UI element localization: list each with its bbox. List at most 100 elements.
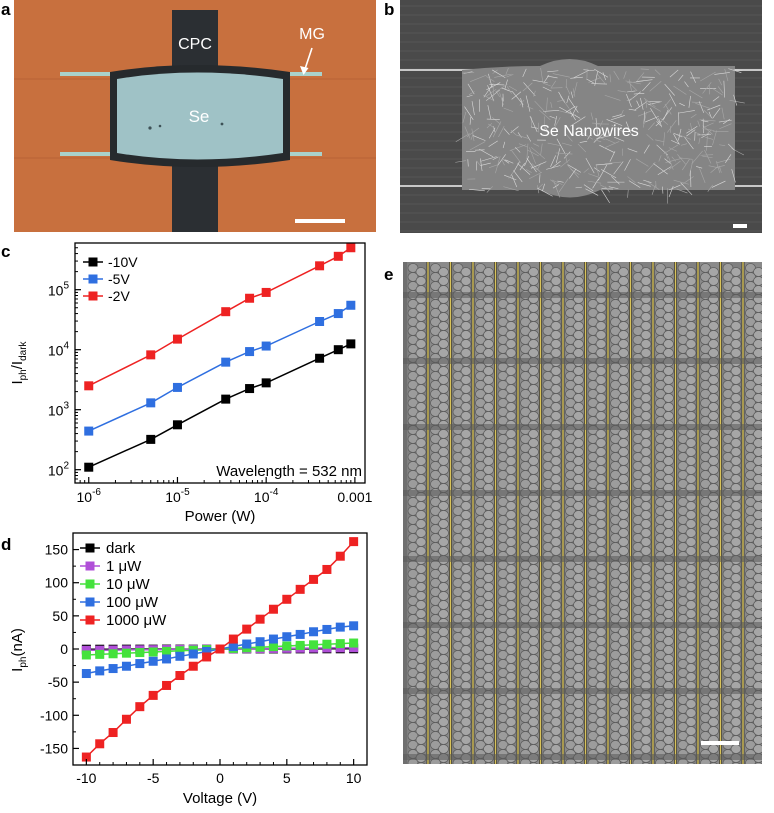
data-point [245, 347, 255, 357]
data-point [162, 680, 172, 690]
legend-label: -2V [108, 288, 130, 304]
data-point [84, 426, 94, 436]
data-point [148, 690, 158, 700]
data-point [268, 642, 278, 652]
y-tick-label: 103 [48, 401, 70, 419]
data-point [121, 648, 131, 658]
data-point [172, 334, 182, 344]
data-point [84, 462, 94, 472]
data-point [309, 574, 319, 584]
data-point [135, 659, 145, 669]
x-tick-label: 10-5 [165, 487, 190, 505]
legend-label: 10 μW [106, 576, 150, 593]
panel-letter-c: c [1, 242, 11, 261]
data-point [81, 669, 91, 679]
data-point [108, 728, 118, 738]
panel-a-micrograph: CPC MG Se [14, 0, 376, 232]
panel-letter-b: b [384, 0, 395, 19]
data-point [221, 394, 231, 404]
data-point [335, 639, 345, 649]
data-point [333, 345, 343, 355]
panel-c-chart: 10-6 10-5 10-4 0.001 102 103 104 105 -10V-5V-2V… [9, 242, 373, 525]
data-point [335, 622, 345, 632]
data-point [309, 627, 319, 637]
y-tick-label: 150 [45, 542, 69, 558]
panel-letter-e: e [384, 265, 394, 284]
y-label-slash: /I [9, 361, 26, 369]
y-label-main: I [9, 668, 26, 672]
data-point [268, 604, 278, 614]
data-point [322, 564, 332, 574]
data-point [108, 649, 118, 659]
y-tick-label: -50 [48, 674, 68, 690]
data-point [349, 537, 359, 547]
cpc-label: CPC [178, 36, 212, 53]
y-tick-label: -150 [40, 740, 68, 756]
x-tick-label: -10 [76, 770, 96, 786]
data-point [202, 646, 212, 656]
y-tick-label: 0 [60, 641, 68, 657]
x-tick-label: 0 [216, 770, 224, 786]
data-point [81, 650, 91, 660]
data-point [188, 649, 198, 659]
legend-marker [85, 543, 95, 553]
data-point [202, 652, 212, 662]
data-point [135, 648, 145, 658]
x-tick-label: -5 [147, 770, 160, 786]
y-label-sub1: ph [18, 369, 29, 380]
data-point [162, 646, 172, 656]
data-point [221, 307, 231, 317]
data-point [172, 382, 182, 392]
data-point [315, 316, 325, 326]
data-point [215, 644, 225, 654]
data-point [148, 656, 158, 666]
data-point [349, 621, 359, 631]
data-point [349, 643, 359, 653]
y-tick-label: 100 [45, 575, 69, 591]
data-point [245, 293, 255, 303]
legend-label: 100 μW [106, 594, 159, 611]
y-tick-label: 50 [52, 608, 68, 624]
legend-label: dark [106, 540, 136, 557]
data-point [81, 645, 91, 655]
data-point [346, 243, 356, 253]
y-tick-label: -100 [40, 707, 68, 723]
data-point [228, 634, 238, 644]
data-point [84, 381, 94, 391]
data-point [322, 624, 332, 634]
data-point [148, 647, 158, 657]
legend-marker [85, 579, 95, 589]
data-point [333, 251, 343, 261]
data-point [242, 639, 252, 649]
panel-e-fabric [403, 262, 762, 764]
scale-bar [295, 219, 345, 223]
data-point [146, 350, 156, 360]
y-label-main: I [9, 380, 26, 384]
data-point [188, 661, 198, 671]
mg-label: MG [299, 26, 325, 43]
se-label: Se [189, 107, 210, 126]
data-point [295, 584, 305, 594]
data-point [95, 666, 105, 676]
data-point [95, 739, 105, 749]
data-point [346, 339, 356, 349]
data-point [315, 353, 325, 363]
legend-marker [85, 615, 95, 625]
x-tick-label: 10-6 [77, 487, 102, 505]
y-tick-label: 105 [48, 281, 70, 299]
data-point [146, 434, 156, 444]
x-tick-label: 5 [283, 770, 291, 786]
data-point [282, 594, 292, 604]
data-point [255, 637, 265, 647]
y-tick-label: 104 [48, 341, 70, 359]
data-point [135, 702, 145, 712]
legend-label: 1 μW [106, 558, 142, 575]
scale-bar [733, 224, 747, 228]
y-label-sub: ph [18, 657, 29, 668]
data-point [242, 624, 252, 634]
data-point [322, 639, 332, 649]
data-point [172, 420, 182, 430]
legend-label: -5V [108, 271, 130, 287]
data-point [81, 752, 91, 762]
data-point [309, 640, 319, 650]
